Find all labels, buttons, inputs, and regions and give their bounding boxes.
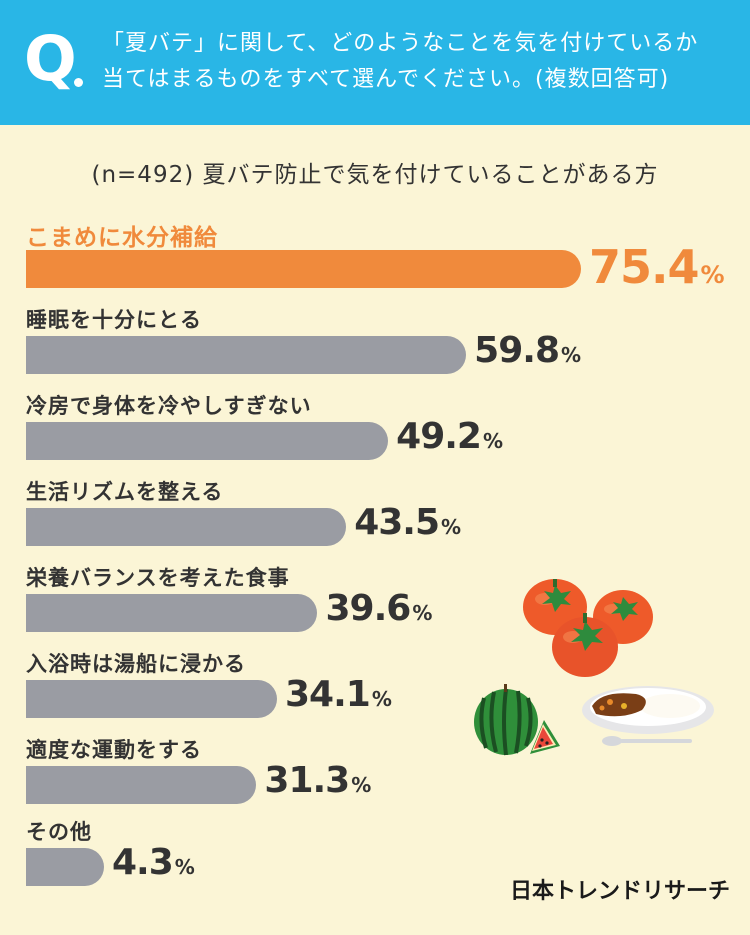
bar-value-number: 43.5 — [354, 502, 440, 543]
bar-label: 適度な運動をする — [26, 738, 202, 762]
bar-value-number: 31.3 — [264, 760, 350, 801]
bar-value-unit: % — [412, 601, 432, 625]
bar-value-unit: % — [700, 261, 725, 289]
bar-value-number: 34.1 — [285, 674, 371, 715]
curry-plate-icon — [582, 686, 714, 734]
bar — [26, 766, 257, 804]
bar-value-number: 75.4 — [589, 240, 699, 294]
bar-value-unit: % — [441, 515, 461, 539]
bar — [26, 336, 467, 374]
bar-value-number: 4.3 — [112, 842, 174, 883]
bar — [26, 250, 581, 288]
bar-value-unit: % — [561, 343, 581, 367]
bar — [26, 680, 277, 718]
question-header: Q 「夏バテ」に関して、どのようなことを気を付けているか 当てはまるものをすべて… — [0, 0, 750, 125]
bar-value-number: 49.2 — [396, 416, 482, 457]
bar-label: 冷房で身体を冷やしすぎない — [26, 394, 312, 418]
q-dot — [74, 78, 83, 87]
bar-label: 入浴時は湯船に浸かる — [26, 652, 246, 676]
question-line-2: 当てはまるものをすべて選んでください。(複数回答可) — [102, 67, 670, 92]
bar-value-label: 43.5% — [354, 502, 461, 543]
bar-label: こまめに水分補給 — [26, 225, 218, 251]
q-mark: Q — [24, 22, 77, 95]
bar-value-label: 39.6% — [325, 588, 432, 629]
bar-value-label: 59.8% — [474, 330, 581, 371]
question-text: 「夏バテ」に関して、どのようなことを気を付けているか 当てはまるものをすべて選ん… — [102, 26, 742, 98]
watermelon-icon — [474, 684, 560, 756]
bar-value-label: 4.3% — [112, 842, 195, 883]
bar-label: 睡眠を十分にとる — [26, 308, 202, 332]
bar-value-unit: % — [371, 687, 392, 711]
bar — [26, 594, 318, 632]
bar — [26, 422, 389, 460]
bar-value-label: 34.1% — [285, 674, 392, 715]
bar-label: 生活リズムを整える — [26, 480, 224, 504]
spoon-icon — [602, 736, 692, 746]
question-line-1: 「夏バテ」に関して、どのようなことを気を付けているか — [102, 31, 699, 56]
bar-label: 栄養バランスを考えた食事 — [26, 566, 290, 590]
bar-value-unit: % — [174, 855, 195, 879]
bar-value-unit: % — [482, 429, 503, 453]
bar-value-label: 75.4% — [589, 240, 725, 294]
bar-value-label: 31.3% — [264, 760, 371, 801]
bar-value-unit: % — [351, 773, 371, 797]
bar-value-label: 49.2% — [396, 416, 503, 457]
bar — [26, 508, 347, 546]
tomato-icon — [523, 579, 653, 677]
brand-logo: 日本トレンドリサーチ — [510, 879, 731, 904]
bar-value-number: 59.8 — [474, 330, 560, 371]
bar-label: その他 — [26, 820, 92, 844]
bar-value-number: 39.6 — [325, 588, 411, 629]
bar — [26, 848, 104, 886]
chart-subtitle: (n=492) 夏バテ防止で気を付けていることがある方 — [91, 162, 659, 188]
